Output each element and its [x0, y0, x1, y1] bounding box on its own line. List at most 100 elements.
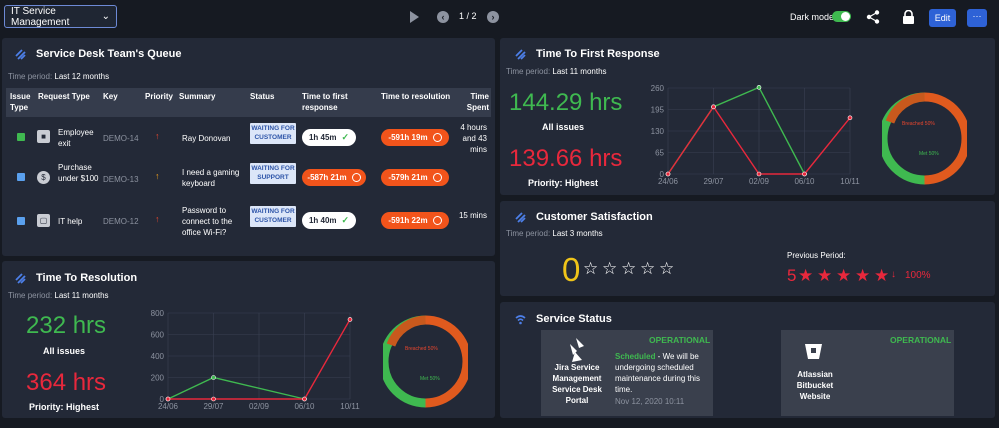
clock-icon — [432, 216, 442, 225]
time-period-value: Last 12 months — [54, 72, 110, 81]
data-point[interactable] — [302, 396, 307, 402]
summary[interactable]: Password to connect to the office Wi-Fi? — [182, 206, 233, 237]
data-point[interactable] — [756, 171, 762, 177]
first-response-line-chart: 0 65 130 195 260 24/06 29/07 02/09 06/10 10/11 — [651, 84, 861, 186]
data-point[interactable] — [165, 396, 171, 402]
first-response-highest-label: Priority: Highest — [528, 178, 599, 188]
request-type-icon: ■ — [37, 130, 50, 143]
x-tick-label: 29/07 — [203, 402, 224, 411]
queue-title-text: Service Desk Team's Queue — [36, 48, 182, 60]
resolution-pill: -579h 21m — [381, 169, 449, 186]
gauge-transition-arc — [885, 92, 925, 124]
resolution-pill: -591h 19m — [381, 129, 449, 146]
resolution-value: -579h 21m — [388, 173, 428, 182]
x-tick-label: 02/09 — [749, 177, 770, 186]
service-card[interactable]: OPERATIONAL Jira Service Management Serv… — [541, 330, 713, 416]
col-priority[interactable]: Priority — [145, 92, 174, 101]
col-key[interactable]: Key — [103, 92, 118, 101]
data-point[interactable] — [711, 104, 716, 110]
dashboard-select[interactable]: IT Service Management ⌄ — [4, 5, 117, 28]
y-tick-label: 0 — [160, 395, 165, 404]
y-tick-label: 600 — [151, 331, 165, 340]
jira-service-management-logo — [570, 338, 584, 362]
status-badge: WAITING FOR SUPPORT — [250, 163, 296, 184]
x-tick-label: 29/07 — [703, 177, 724, 186]
star-empty-icon: ☆ — [640, 259, 656, 278]
prev-page-button[interactable]: ‹ — [437, 11, 449, 23]
request-type: Employee exit — [58, 128, 94, 148]
series-line — [667, 86, 806, 175]
summary[interactable]: Ray Donovan — [182, 134, 231, 143]
col-time-spent[interactable]: Time Spent — [466, 92, 489, 112]
y-tick-label: 400 — [151, 352, 165, 361]
service-note: Scheduled - We will be undergoing schedu… — [615, 351, 705, 395]
dashboard-select-label: IT Service Management — [11, 5, 70, 28]
satisfaction-panel: Customer Satisfaction Time period: Last … — [500, 201, 995, 296]
share-icon[interactable] — [866, 10, 880, 24]
resolution-panel: Time To Resolution Time period: Last 11 … — [2, 261, 495, 418]
data-point[interactable] — [347, 317, 353, 322]
satisfaction-previous-value: 5 — [787, 266, 797, 285]
queue-table-header: Issue Type Request Type Key Priority Sum… — [6, 88, 491, 117]
col-summary[interactable]: Summary — [179, 92, 216, 101]
summary[interactable]: I need a gaming keyboard — [182, 168, 240, 188]
data-point[interactable] — [756, 85, 762, 90]
resolution-line-chart: 0 200 400 600 800 24/06 29/07 02/09 06/10 10/11 — [151, 309, 361, 411]
y-tick-label: 65 — [655, 149, 664, 158]
x-tick-label: 24/06 — [158, 402, 179, 411]
col-request-type[interactable]: Request Type — [38, 92, 90, 101]
time-spent: 15 mins — [458, 211, 487, 220]
dark-mode-toggle[interactable] — [832, 11, 851, 22]
time-period-label: Time period: — [506, 229, 551, 238]
gauge-breached-label: Breached 50% — [405, 346, 438, 352]
y-tick-label: 195 — [651, 106, 665, 115]
data-point[interactable] — [802, 171, 807, 177]
col-resolution[interactable]: Time to resolution — [381, 92, 451, 101]
bitbucket-logo — [805, 344, 822, 359]
status-badge: WAITING FOR CUSTOMER — [250, 123, 296, 144]
wifi-icon — [515, 314, 526, 324]
resolution-time-period: Time period: Last 11 months — [8, 291, 109, 300]
data-point[interactable] — [211, 396, 216, 402]
data-point[interactable] — [665, 171, 671, 177]
time-spent: 4 hours and 43 mins — [460, 123, 487, 154]
series-line — [167, 376, 305, 400]
x-tick-label: 06/10 — [794, 177, 815, 186]
service-card[interactable]: OPERATIONAL Atlassian Bitbucket Website — [781, 330, 954, 416]
issue-key[interactable]: DEMO-14 — [103, 134, 139, 143]
y-tick-label: 130 — [651, 127, 665, 136]
x-tick-label: 06/10 — [294, 402, 315, 411]
y-tick-label: 200 — [151, 374, 165, 383]
gauge-breached-label: Breached 50% — [902, 121, 935, 127]
star-filled-icon: ★ — [798, 266, 814, 285]
lock-icon[interactable] — [902, 10, 915, 24]
resolution-value: -591h 22m — [388, 216, 428, 225]
check-icon: ✓ — [341, 215, 350, 225]
gadget-icon — [515, 48, 526, 60]
data-point[interactable] — [211, 375, 216, 380]
first-response-pill: 1h 45m ✓ — [302, 129, 356, 146]
gauge-breached-arc — [924, 92, 967, 185]
series-line — [168, 319, 351, 400]
issue-key[interactable]: DEMO-12 — [103, 217, 139, 226]
issue-type-icon — [17, 173, 25, 181]
star-filled-icon: ★ — [836, 266, 852, 285]
gadget-icon — [15, 48, 26, 60]
resolution-all-value: 232 hrs — [26, 312, 107, 339]
first-response-panel: Time To First Response Time period: Last… — [500, 38, 995, 195]
first-response-gauge: Breached 50% Met 50% — [882, 92, 967, 185]
data-point[interactable] — [847, 115, 853, 121]
col-issue-type[interactable]: Issue Type — [10, 92, 31, 112]
y-tick-label: 0 — [660, 170, 665, 179]
first-response-value: -587h 21m — [307, 173, 347, 182]
more-options-button[interactable]: ··· — [967, 9, 987, 27]
col-status[interactable]: Status — [250, 92, 275, 101]
issue-key[interactable]: DEMO-13 — [103, 175, 139, 184]
edit-button[interactable]: Edit — [929, 9, 956, 27]
y-tick-label: 260 — [651, 84, 665, 93]
priority-arrow-icon: ↑ — [155, 131, 160, 141]
arrow-down-icon: ↓ — [891, 269, 896, 280]
next-page-button[interactable]: › — [487, 11, 499, 23]
play-icon[interactable] — [410, 11, 419, 23]
col-first-response[interactable]: Time to first response — [302, 92, 348, 112]
